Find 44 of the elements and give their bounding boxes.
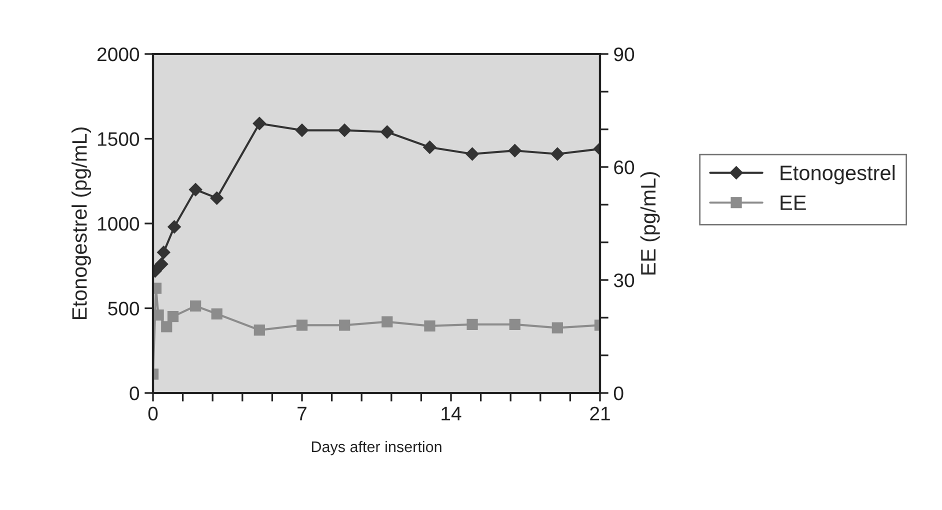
point bbox=[509, 318, 520, 330]
y2-tick-label: 60 bbox=[614, 160, 634, 174]
point bbox=[167, 220, 182, 234]
point bbox=[424, 320, 436, 332]
x-axis-title: Days after insertion bbox=[312, 440, 442, 456]
legend-label: EE bbox=[780, 196, 806, 210]
point bbox=[380, 125, 394, 139]
point bbox=[296, 320, 308, 331]
y-tick-label: 2000 bbox=[98, 47, 140, 62]
y-tick-label: 500 bbox=[108, 302, 140, 316]
point bbox=[465, 147, 480, 161]
y2-tick-label: 90 bbox=[614, 47, 634, 62]
point bbox=[508, 144, 522, 158]
point bbox=[466, 318, 478, 330]
point bbox=[154, 257, 168, 272]
y-tick-label: 0 bbox=[130, 386, 140, 400]
point bbox=[190, 300, 202, 312]
point bbox=[254, 324, 265, 336]
point bbox=[339, 320, 350, 331]
y-axis-title: Etonogestrel (pg/mL) bbox=[72, 128, 91, 320]
point bbox=[188, 182, 202, 196]
point bbox=[161, 321, 172, 332]
point bbox=[167, 310, 179, 322]
y2-tick-label: 30 bbox=[614, 273, 634, 288]
x-tick-label: 7 bbox=[298, 406, 306, 420]
point bbox=[422, 140, 437, 154]
point bbox=[382, 316, 393, 328]
point bbox=[153, 309, 164, 321]
x-tick-label: 14 bbox=[442, 406, 462, 420]
point bbox=[552, 322, 563, 334]
y2-axis-title: EE (pg/mL) bbox=[640, 172, 660, 274]
point bbox=[550, 147, 564, 161]
legend-label: Etonogestrel bbox=[780, 164, 895, 184]
y-tick-label: 1000 bbox=[98, 216, 140, 231]
point bbox=[210, 191, 224, 205]
point bbox=[156, 245, 171, 260]
point bbox=[211, 308, 222, 320]
point bbox=[338, 123, 352, 138]
x-tick-label: 21 bbox=[590, 406, 610, 420]
x-tick-label: 0 bbox=[148, 406, 158, 420]
point bbox=[252, 116, 266, 130]
y2-tick-label: 0 bbox=[614, 386, 624, 400]
y-tick-label: 1500 bbox=[98, 132, 140, 146]
point bbox=[295, 123, 309, 138]
